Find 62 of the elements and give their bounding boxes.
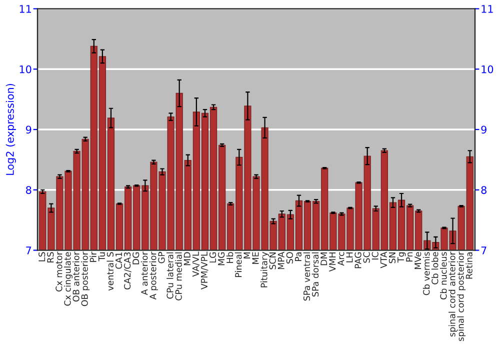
x-tick-label: Cx motor	[56, 252, 62, 292]
x-tick-label: MD	[184, 252, 190, 266]
x-tick-label: SCN	[269, 252, 276, 270]
x-tick-label: IC	[372, 252, 378, 260]
x-tick-label: MPA	[278, 252, 284, 270]
x-tick-label: M	[244, 252, 250, 258]
x-tick-label: PAG	[354, 252, 362, 268]
x-tick-label: RS	[47, 252, 54, 262]
x-tick-label: Pituitary	[260, 252, 270, 288]
x-tick-label: ventral S	[106, 252, 114, 291]
x-tick-label: Arc	[338, 252, 344, 266]
x-tick-label: Cb nucleus	[440, 252, 447, 300]
x-tick-label: Retina	[466, 252, 472, 279]
x-tick-label: GP	[158, 252, 165, 264]
x-tick-label: CA2/CA3	[124, 252, 132, 290]
x-tick-label: SPa ventral	[303, 252, 310, 301]
x-tick-label: OB posterior	[81, 252, 90, 306]
x-tick-label: A posterior	[149, 252, 158, 300]
y-tick-label: 10	[20, 65, 32, 74]
x-tick-label: DG	[132, 252, 140, 264]
x-tick-label: VPM/VPL	[201, 252, 208, 290]
x-tick-label: ME	[252, 252, 259, 264]
y-tick-label: 8	[26, 186, 32, 194]
x-tick-label: Cx cingulate	[64, 252, 72, 306]
x-tick-label: LH	[346, 252, 353, 262]
y2-tick-label: 7	[481, 246, 486, 254]
y2-tick-label: 9	[481, 126, 486, 134]
x-tick-label: Tu	[98, 252, 105, 262]
x-tick-label: SO	[286, 252, 293, 264]
x-tick-label: Pineal	[234, 252, 242, 278]
x-tick-label: OB anterior	[72, 252, 80, 302]
x-tick-label: CPu lateral	[166, 252, 174, 299]
x-tick-label: VA/VL	[192, 252, 200, 277]
x-tick-label: LS	[38, 252, 46, 262]
x-tick-label: DM	[320, 252, 328, 266]
x-tick-label: SPa dorsal	[312, 252, 319, 296]
y-tick-label: 9	[26, 126, 32, 134]
x-tick-label: SC	[363, 252, 370, 263]
y2-tick-label: 11	[482, 5, 493, 13]
x-tick-label: Cb lobe	[431, 252, 438, 284]
y2-tick-label: 10	[482, 65, 494, 74]
x-tick-label: Pir	[90, 252, 96, 262]
x-tick-label: VMH	[329, 252, 336, 272]
x-tick-label: SN	[388, 252, 396, 264]
x-tick-label: MG	[218, 252, 225, 266]
y-axis-title: Log2 (expression)	[6, 84, 16, 175]
x-tick-label: Hb	[226, 252, 234, 263]
y-tick-label: 11	[20, 5, 31, 13]
x-tick-label: Pa	[295, 252, 302, 262]
x-tick-label: spinal cord posterior	[457, 252, 466, 342]
x-tick-label: spinal cord anterior	[448, 252, 458, 336]
x-tick-label: MVe	[414, 252, 422, 270]
x-tick-label: VTA	[380, 252, 387, 268]
y-tick-label: 7	[26, 246, 32, 254]
x-tick-label: Tg	[398, 252, 406, 263]
x-tick-label: A anterior	[140, 252, 148, 296]
x-tick-label: CA1	[115, 252, 122, 269]
x-tick-label: Pn	[406, 252, 412, 262]
x-tick-label: CPu medial	[175, 252, 182, 300]
x-tick-label: Cb vermis	[422, 252, 430, 296]
y2-tick-label: 8	[481, 186, 486, 194]
x-tick-label: LG	[209, 252, 216, 262]
